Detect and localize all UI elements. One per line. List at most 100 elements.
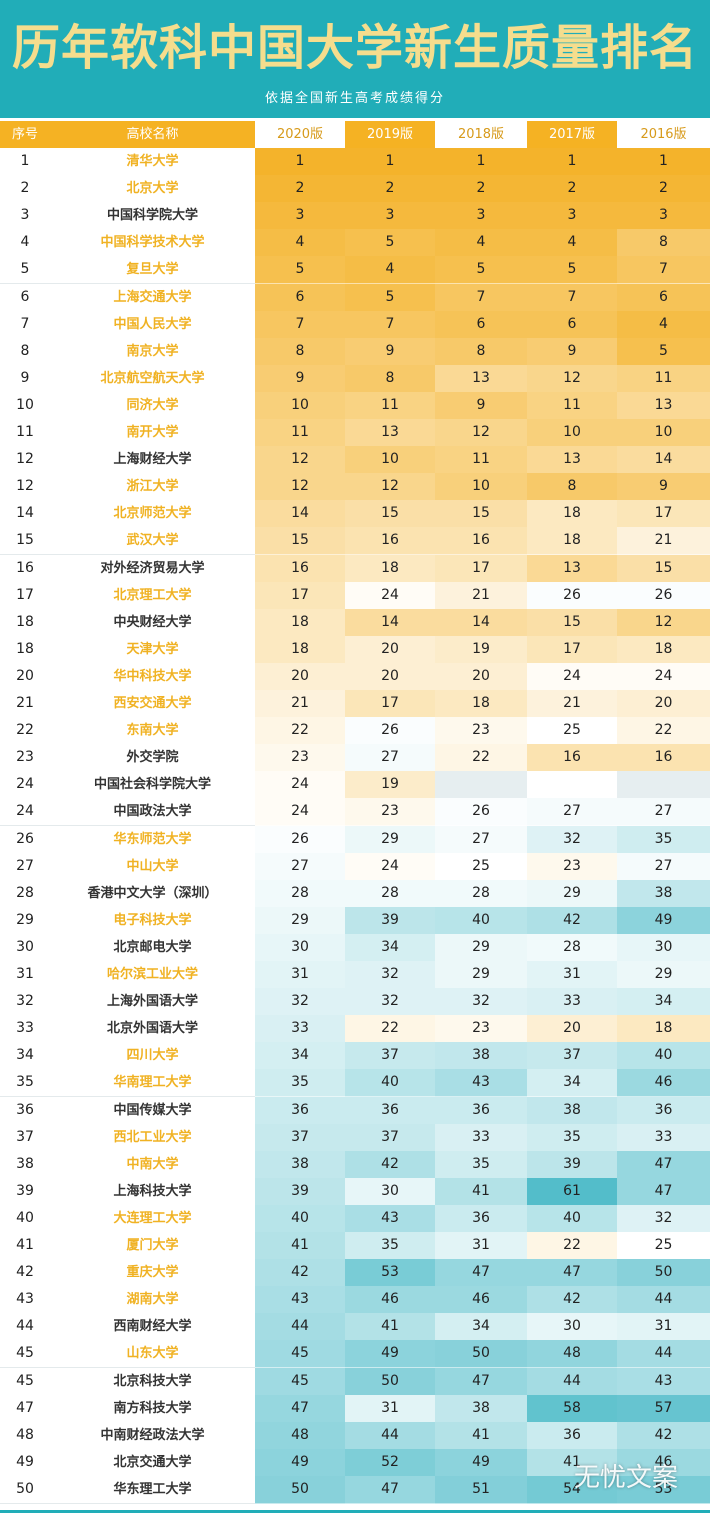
rank-value-cell: 24: [345, 852, 435, 881]
rank-value-cell: 36: [527, 1421, 617, 1450]
rank-value-cell: 4: [527, 229, 617, 258]
rank-value-cell: 41: [345, 1313, 435, 1342]
rank-value-cell: 14: [617, 446, 710, 475]
rank-value-cell: 9: [255, 364, 345, 393]
rank-cell: 44: [0, 1313, 50, 1342]
rank-value-cell: [435, 771, 527, 800]
rank-value-cell: 17: [527, 635, 617, 664]
rank-value-cell: 43: [255, 1286, 345, 1315]
rank-value-cell: 40: [617, 1042, 710, 1071]
rank-value-cell: 47: [527, 1259, 617, 1288]
rank-value-cell: 10: [255, 391, 345, 420]
table-row: 48 中南财经政法大学 48 44 41 36 42: [0, 1421, 710, 1450]
rank-value-cell: 36: [255, 1096, 345, 1125]
rank-value-cell: 26: [345, 717, 435, 746]
rank-value-cell: 19: [345, 771, 435, 800]
rank-value-cell: 5: [527, 256, 617, 285]
rank-value-cell: 43: [435, 1069, 527, 1098]
rank-value-cell: 4: [255, 229, 345, 258]
rank-value-cell: 40: [527, 1204, 617, 1233]
rank-cell: 30: [0, 933, 50, 962]
rank-value-cell: 16: [255, 554, 345, 583]
rank-value-cell: 15: [255, 527, 345, 556]
column-header: 2020版: [255, 121, 345, 148]
rank-value-cell: 2: [255, 175, 345, 204]
table-row: 37 西北工业大学 37 37 33 35 33: [0, 1123, 710, 1152]
rank-value-cell: 36: [345, 1096, 435, 1125]
university-name-cell: 大连理工大学: [50, 1204, 255, 1233]
rank-value-cell: 42: [617, 1421, 710, 1450]
rank-value-cell: 7: [435, 283, 527, 312]
table-row: 45 山东大学 45 49 50 48 44: [0, 1340, 710, 1369]
rank-value-cell: 35: [527, 1123, 617, 1152]
rank-value-cell: 38: [255, 1150, 345, 1179]
table-row: 39 上海科技大学 39 30 41 61 47: [0, 1177, 710, 1206]
table-row: 40 大连理工大学 40 43 36 40 32: [0, 1204, 710, 1233]
rank-cell: 2: [0, 175, 50, 204]
table-row: 10 同济大学 10 11 9 11 13: [0, 391, 710, 420]
rank-value-cell: 23: [435, 717, 527, 746]
rank-value-cell: 31: [255, 961, 345, 989]
rank-value-cell: 12: [527, 364, 617, 393]
rank-value-cell: 18: [527, 527, 617, 556]
rank-value-cell: 42: [527, 906, 617, 935]
rank-value-cell: 19: [435, 635, 527, 664]
university-name-cell: 南京大学: [50, 337, 255, 366]
university-name-cell: 南开大学: [50, 419, 255, 447]
rank-value-cell: 10: [345, 446, 435, 475]
rank-value-cell: 27: [345, 744, 435, 773]
rank-value-cell: 42: [527, 1286, 617, 1315]
rank-value-cell: 11: [617, 364, 710, 393]
table-row: 49 北京交通大学 49 52 49 41 46: [0, 1448, 710, 1477]
university-name-cell: 西南财经大学: [50, 1313, 255, 1342]
university-name-cell: 上海财经大学: [50, 446, 255, 475]
university-name-cell: 北京交通大学: [50, 1448, 255, 1477]
rank-value-cell: 35: [255, 1069, 345, 1098]
rank-value-cell: 22: [617, 717, 710, 746]
rank-value-cell: 46: [435, 1286, 527, 1315]
rank-value-cell: 52: [345, 1448, 435, 1477]
table-row: 22 东南大学 22 26 23 25 22: [0, 717, 710, 746]
rank-cell: 23: [0, 744, 50, 773]
rank-value-cell: 15: [617, 554, 710, 583]
rank-value-cell: 40: [345, 1069, 435, 1098]
table-row: 36 中国传媒大学 36 36 36 38 36: [0, 1096, 710, 1125]
rank-value-cell: 44: [527, 1367, 617, 1396]
university-name-cell: 南方科技大学: [50, 1394, 255, 1423]
university-name-cell: 华东师范大学: [50, 825, 255, 854]
rank-value-cell: 4: [435, 229, 527, 258]
rank-value-cell: 28: [345, 879, 435, 908]
rank-value-cell: 11: [527, 391, 617, 420]
table-row: 7 中国人民大学 7 7 6 6 4: [0, 310, 710, 339]
rank-value-cell: 31: [345, 1394, 435, 1423]
rank-cell: 24: [0, 771, 50, 800]
rank-cell: 26: [0, 825, 50, 854]
rank-cell: 35: [0, 1069, 50, 1098]
university-name-cell: 外交学院: [50, 744, 255, 773]
rank-cell: 4: [0, 229, 50, 258]
rank-value-cell: 51: [435, 1475, 527, 1504]
rank-value-cell: 6: [617, 283, 710, 312]
table-row: 45 北京科技大学 45 50 47 44 43: [0, 1367, 710, 1396]
rank-value-cell: 3: [345, 202, 435, 231]
university-name-cell: 中国政法大学: [50, 798, 255, 827]
university-name-cell: 山东大学: [50, 1340, 255, 1369]
table-row: 31 哈尔滨工业大学 31 32 29 31 29: [0, 961, 710, 989]
rank-cell: 6: [0, 283, 50, 312]
rank-cell: 1: [0, 148, 50, 176]
rank-value-cell: 58: [527, 1394, 617, 1423]
rank-value-cell: 14: [255, 500, 345, 529]
rank-value-cell: 49: [617, 906, 710, 935]
university-name-cell: 中国人民大学: [50, 310, 255, 339]
table-row: 27 中山大学 27 24 25 23 27: [0, 852, 710, 881]
rank-value-cell: 35: [617, 825, 710, 854]
university-name-cell: 香港中文大学（深圳）: [50, 879, 255, 908]
rank-value-cell: [527, 771, 617, 800]
rank-value-cell: 32: [345, 961, 435, 989]
rank-value-cell: 43: [617, 1367, 710, 1396]
rank-cell: 31: [0, 961, 50, 989]
rank-value-cell: 13: [527, 554, 617, 583]
rank-cell: 45: [0, 1340, 50, 1369]
rank-value-cell: 17: [617, 500, 710, 529]
rank-value-cell: 15: [345, 500, 435, 529]
